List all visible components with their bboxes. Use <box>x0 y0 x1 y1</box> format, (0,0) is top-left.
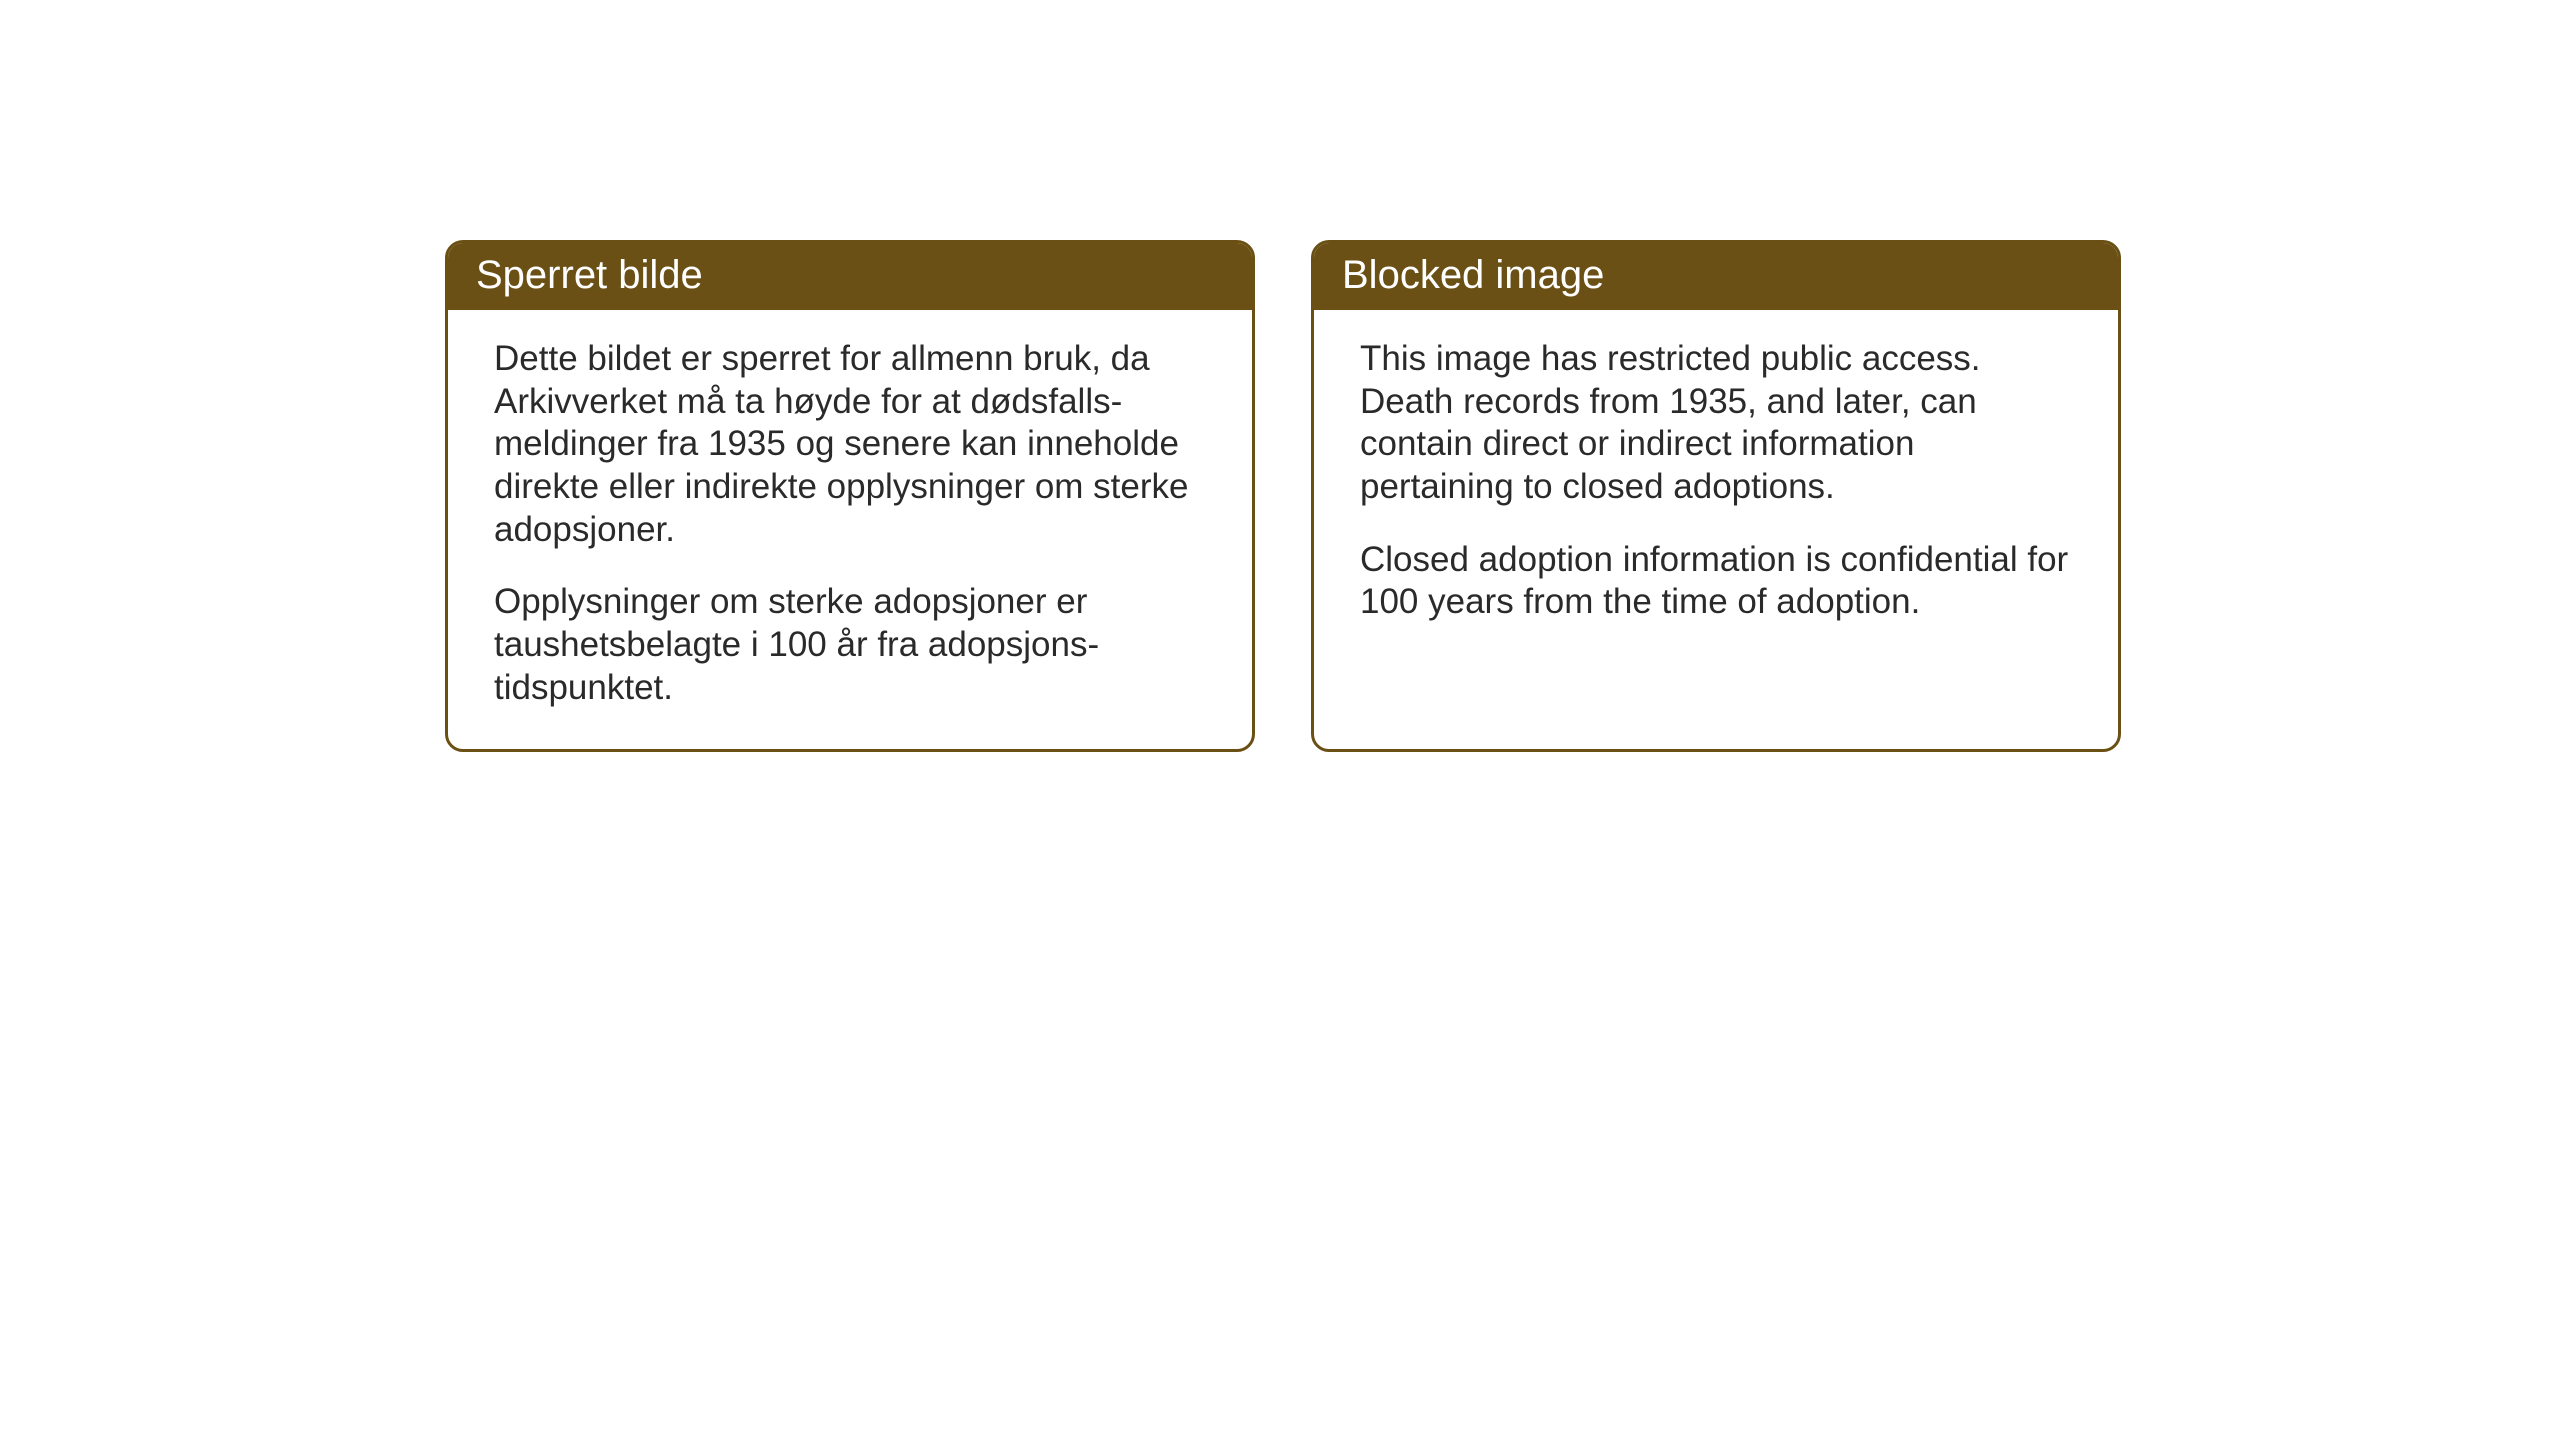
notice-paragraph1-norwegian: Dette bildet er sperret for allmenn bruk… <box>494 338 1206 551</box>
notice-paragraph1-english: This image has restricted public access.… <box>1360 338 2072 509</box>
notice-paragraph2-english: Closed adoption information is confident… <box>1360 539 2072 624</box>
notice-body-norwegian: Dette bildet er sperret for allmenn bruk… <box>448 310 1252 746</box>
notice-title-english: Blocked image <box>1342 253 1604 297</box>
notice-card-english: Blocked image This image has restricted … <box>1311 240 2121 752</box>
notice-body-english: This image has restricted public access.… <box>1314 310 2118 660</box>
notice-title-norwegian: Sperret bilde <box>476 253 703 297</box>
notice-header-norwegian: Sperret bilde <box>448 243 1252 310</box>
notice-paragraph2-norwegian: Opplysninger om sterke adopsjoner er tau… <box>494 581 1206 709</box>
notice-header-english: Blocked image <box>1314 243 2118 310</box>
notice-card-norwegian: Sperret bilde Dette bildet er sperret fo… <box>445 240 1255 752</box>
notice-container: Sperret bilde Dette bildet er sperret fo… <box>445 240 2121 752</box>
